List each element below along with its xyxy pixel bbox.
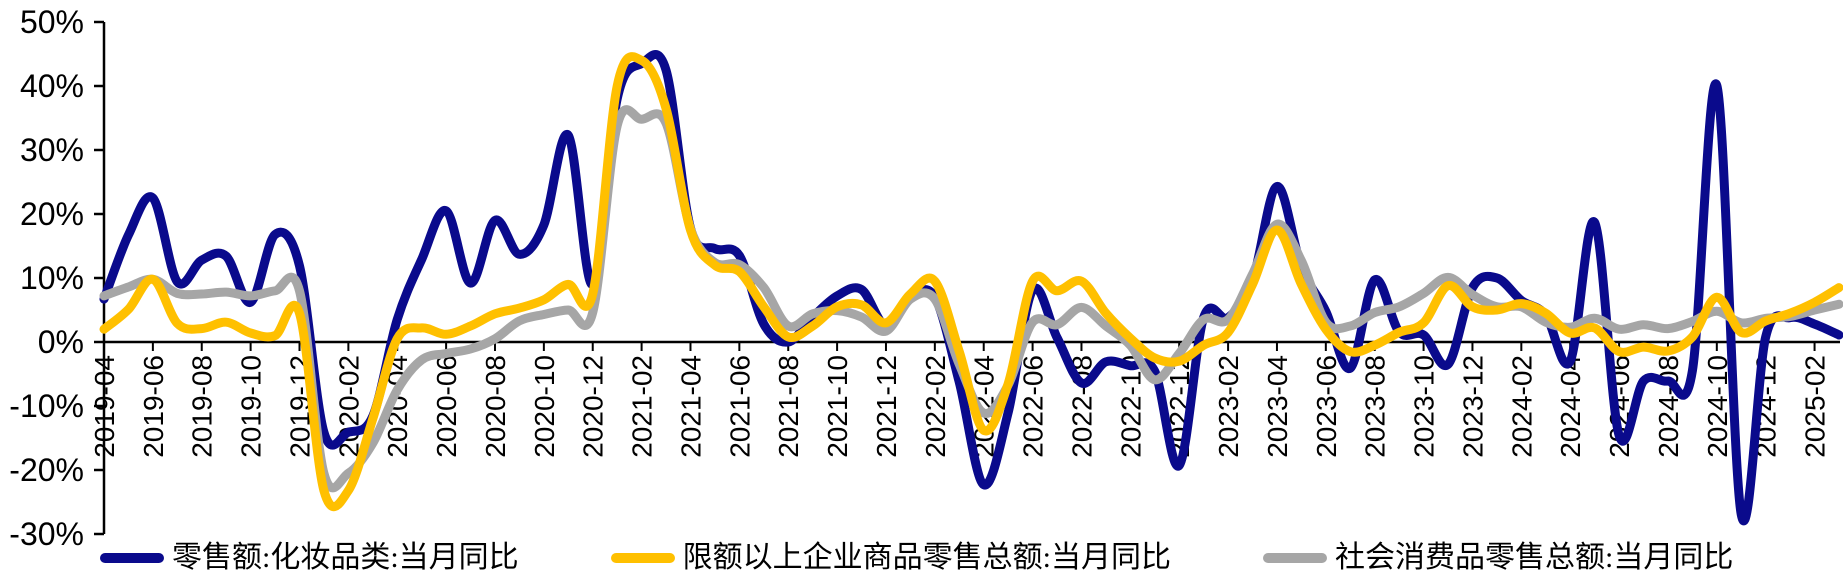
y-tick-label: 50% [20, 4, 84, 40]
series-line-1 [99, 52, 1843, 512]
y-tick-label: -20% [9, 452, 84, 488]
x-tick-label: 2023-06 [1311, 355, 1342, 458]
y-tick-label: 40% [20, 68, 84, 104]
y-tick-label: -30% [9, 516, 84, 552]
x-tick-label: 2023-08 [1360, 355, 1391, 458]
x-tick-label: 2023-10 [1409, 355, 1440, 458]
x-tick-label: 2024-10 [1702, 355, 1733, 458]
y-tick-label: 30% [20, 132, 84, 168]
x-tick-label: 2022-10 [1115, 355, 1146, 458]
y-tick-label: 0% [38, 324, 84, 360]
x-tick-label: 2021-02 [627, 355, 658, 458]
x-tick-label: 2021-12 [871, 355, 902, 458]
x-tick-label: 2019-08 [187, 355, 218, 458]
y-tick-label: 20% [20, 196, 84, 232]
series-line-2 [99, 105, 1843, 493]
x-tick-label: 2022-02 [920, 355, 951, 458]
x-tick-label: 2023-04 [1262, 355, 1293, 458]
x-tick-label: 2019-10 [236, 355, 267, 458]
x-tick-label: 2022-06 [1018, 355, 1049, 458]
legend-swatch-cosmetics [100, 553, 164, 563]
y-tick-label: -10% [9, 388, 84, 424]
series-line-0 [99, 50, 1843, 526]
legend-item-above-quota-retail: 限额以上企业商品零售总额:当月同比 [610, 541, 1172, 574]
x-tick-label: 2024-08 [1653, 355, 1684, 458]
x-tick-label: 2021-04 [676, 355, 707, 458]
x-tick-label: 2024-02 [1506, 355, 1537, 458]
legend-swatch-total-social-retail [1263, 553, 1328, 563]
x-tick-label: 2023-12 [1458, 355, 1489, 458]
legend-label-above-quota-retail: 限额以上企业商品零售总额:当月同比 [682, 541, 1172, 574]
x-tick-label: 2021-08 [773, 355, 804, 458]
legend-label-total-social-retail: 社会消费品零售总额:当月同比 [1335, 541, 1734, 574]
legend: 零售额:化妆品类:当月同比 限额以上企业商品零售总额:当月同比 社会消费品零售总… [0, 538, 1843, 578]
x-tick-label: 2020-06 [431, 355, 462, 458]
x-tick-label: 2020-08 [480, 355, 511, 458]
x-tick-label: 2020-12 [578, 355, 609, 458]
x-tick-label: 2025-02 [1800, 355, 1831, 458]
y-tick-label: 10% [20, 260, 84, 296]
legend-item-total-social-retail: 社会消费品零售总额:当月同比 [1263, 543, 1733, 573]
legend-item-cosmetics: 零售额:化妆品类:当月同比 [100, 543, 519, 573]
x-tick-label: 2021-06 [724, 355, 755, 458]
x-tick-label: 2023-02 [1213, 355, 1244, 458]
legend-swatch-above-quota-retail [610, 553, 675, 563]
legend-label-cosmetics: 零售额:化妆品类:当月同比 [172, 541, 519, 574]
x-tick-label: 2024-04 [1555, 355, 1586, 458]
x-tick-label: 2020-10 [529, 355, 560, 458]
x-tick-label: 2019-06 [138, 355, 169, 458]
x-tick-label: 2021-10 [822, 355, 853, 458]
